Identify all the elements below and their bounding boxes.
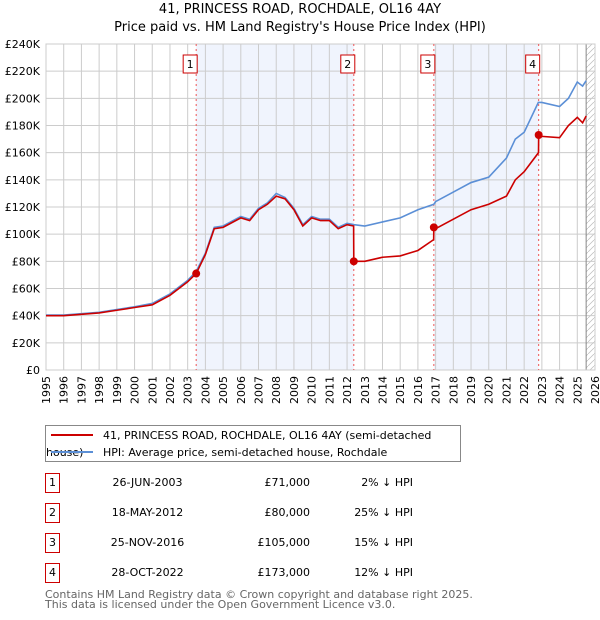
- sale-label: 1: [187, 58, 194, 71]
- sale-hpi-diff: 25% ↓ HPI: [354, 506, 413, 519]
- sale-date: 25-NOV-2016: [110, 536, 185, 549]
- x-tick-label: 2023: [536, 376, 549, 404]
- x-tick-label: 2026: [589, 376, 600, 404]
- x-tick-label: 2004: [199, 376, 212, 404]
- x-tick-label: 2022: [518, 376, 531, 404]
- x-tick-label: 2009: [288, 376, 301, 404]
- y-tick-label: £140K: [5, 174, 41, 187]
- x-tick-label: 2001: [146, 376, 159, 404]
- sale-label: 4: [529, 58, 536, 71]
- y-tick-label: £0: [26, 364, 40, 377]
- x-tick-label: 2010: [306, 376, 319, 404]
- x-tick-label: 2017: [430, 376, 443, 404]
- footer-line: Contains HM Land Registry data © Crown c…: [45, 588, 473, 601]
- sale-label: 2: [344, 58, 351, 71]
- legend-label: 41, PRINCESS ROAD, ROCHDALE, OL16 4AY (s…: [46, 429, 432, 459]
- x-tick-label: 1999: [111, 376, 124, 404]
- x-tick-label: 2018: [447, 376, 460, 404]
- sale-number: 3: [45, 533, 60, 553]
- y-tick-label: £200K: [5, 92, 41, 105]
- x-tick-label: 2011: [323, 376, 336, 404]
- footer-line: This data is licensed under the Open Gov…: [45, 598, 396, 611]
- sale-date: 26-JUN-2003: [112, 476, 183, 489]
- sale-hpi-diff: 12% ↓ HPI: [354, 566, 413, 579]
- y-tick-label: £20K: [12, 337, 41, 350]
- sale-point: [192, 269, 201, 278]
- chart-title: 41, PRINCESS ROAD, ROCHDALE, OL16 4AY: [158, 2, 442, 17]
- sale-number: 2: [45, 503, 60, 523]
- x-tick-label: 2013: [359, 376, 372, 404]
- y-tick-label: £40K: [12, 310, 41, 323]
- sale-number: 1: [45, 473, 60, 493]
- x-tick-label: 1996: [58, 376, 71, 404]
- sale-price: £105,000: [257, 536, 311, 549]
- x-tick-label: 1997: [75, 376, 88, 404]
- x-tick-label: 2005: [217, 376, 230, 404]
- y-tick-label: £100K: [5, 228, 41, 241]
- x-tick-label: 2008: [270, 376, 283, 404]
- sale-number: 4: [45, 563, 60, 583]
- sale-label-box: [340, 54, 356, 74]
- sale-label-box: [420, 54, 436, 74]
- y-tick-label: £120K: [5, 201, 41, 214]
- y-tick-label: £220K: [5, 65, 41, 78]
- x-tick-label: 2006: [235, 376, 248, 404]
- x-tick-label: 2015: [394, 376, 407, 404]
- y-tick-label: £60K: [12, 283, 41, 296]
- y-tick-label: £240K: [5, 38, 41, 51]
- legend-label: HPI: Average price, semi-detached house,…: [103, 446, 388, 459]
- x-tick-label: 2014: [376, 376, 389, 404]
- sale-price: £80,000: [264, 506, 311, 519]
- x-tick-label: 2019: [465, 376, 478, 404]
- sale-price: £173,000: [257, 566, 311, 579]
- x-tick-label: 2007: [253, 376, 266, 404]
- sale-point: [349, 257, 358, 266]
- sale-hpi-diff: 2% ↓ HPI: [361, 476, 413, 489]
- x-tick-label: 1995: [40, 376, 53, 404]
- legend-item-hpi: HPI: Average price, semi-detached house,…: [46, 444, 387, 461]
- sale-label: 3: [424, 58, 431, 71]
- price-chart: 1995 1996 1997 1998 1999 2000 2001 2002 2003 2004…: [5, 38, 600, 404]
- y-tick-label: £180K: [5, 120, 41, 133]
- x-tick-label: 2021: [500, 376, 513, 404]
- x-tick-label: 2024: [554, 376, 567, 404]
- chart-subtitle: Price paid vs. HM Land Registry's House …: [114, 20, 486, 35]
- x-tick-label: 2025: [571, 376, 584, 404]
- x-tick-label: 2000: [129, 376, 142, 404]
- sale-date: 18-MAY-2012: [111, 506, 184, 519]
- sale-point: [534, 131, 543, 140]
- x-tick-label: 2002: [164, 376, 177, 404]
- sale-hpi-diff: 15% ↓ HPI: [354, 536, 413, 549]
- x-tick-label: 2020: [483, 376, 496, 404]
- x-tick-label: 2016: [412, 376, 425, 404]
- x-tick-label: 1998: [93, 376, 106, 404]
- x-tick-label: 2003: [182, 376, 195, 404]
- footer: Contains HM Land Registry data © Crown c…: [45, 588, 473, 611]
- legend-item-property: 41, PRINCESS ROAD, ROCHDALE, OL16 4AY (s…: [46, 427, 460, 459]
- hpi-line: [46, 80, 587, 316]
- plot-border: [45, 43, 596, 371]
- y-tick-label: £160K: [5, 147, 41, 160]
- sale-label-box: [182, 54, 198, 74]
- sale-date: 28-OCT-2022: [111, 566, 184, 579]
- x-tick-label: 2012: [341, 376, 354, 404]
- property-price-line: [46, 115, 587, 317]
- sale-point: [429, 223, 438, 232]
- y-tick-label: £80K: [12, 255, 41, 268]
- sale-price: £71,000: [264, 476, 311, 489]
- sale-label-box: [525, 54, 541, 74]
- legend: 41, PRINCESS ROAD, ROCHDALE, OL16 4AY (s…: [45, 425, 461, 462]
